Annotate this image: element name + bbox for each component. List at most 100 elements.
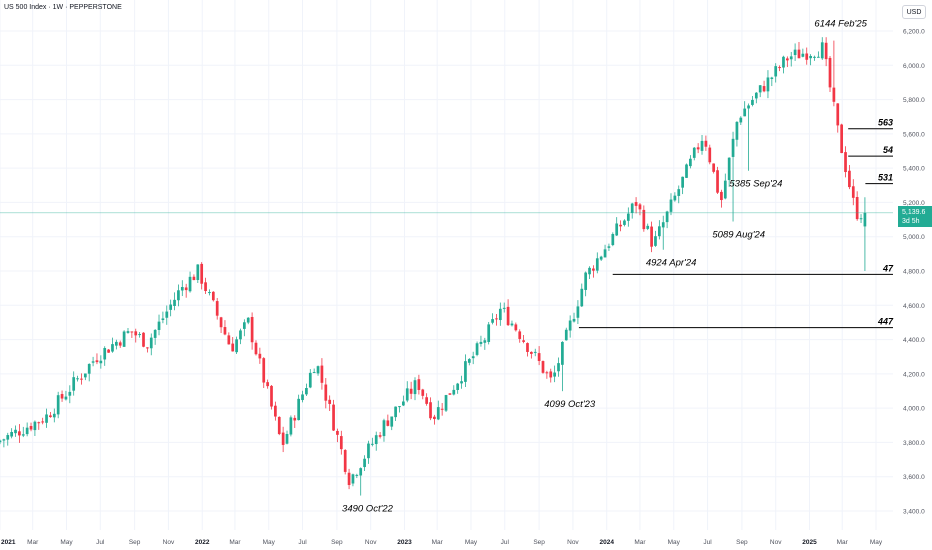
- candle-body: [239, 330, 242, 340]
- candle-body: [603, 249, 607, 258]
- candle-body: [747, 105, 750, 109]
- candle-body: [518, 331, 522, 339]
- x-tick-label: Nov: [770, 539, 782, 546]
- candle-body: [355, 474, 359, 476]
- countdown-timer: 3d 5h: [902, 218, 920, 225]
- x-tick-label: Nov: [365, 539, 377, 546]
- y-tick-label: 5,000.0: [903, 234, 925, 241]
- candle-body: [588, 267, 591, 275]
- y-tick-label: 5,200.0: [903, 200, 925, 207]
- candle-body: [526, 343, 529, 352]
- candle-body: [149, 337, 153, 349]
- candle-body: [514, 324, 518, 331]
- candle-body: [669, 199, 673, 212]
- level-label: 47: [882, 263, 894, 273]
- candle-body: [14, 429, 17, 434]
- candle-body: [370, 443, 374, 445]
- candle-body: [456, 383, 460, 390]
- candle-body: [332, 404, 335, 431]
- candle-body: [45, 414, 48, 423]
- candle-body: [169, 304, 173, 310]
- candle-body: [192, 276, 196, 281]
- x-tick-label: May: [465, 539, 478, 546]
- candle-body: [634, 202, 638, 206]
- candle-body: [743, 108, 747, 117]
- candle-body: [118, 342, 122, 346]
- currency-selector[interactable]: USD: [902, 5, 926, 19]
- candle-body: [727, 157, 731, 181]
- candle-body: [813, 56, 816, 58]
- candle-body: [320, 365, 324, 383]
- candle-body: [580, 288, 584, 307]
- candle-body: [235, 339, 238, 353]
- candle-body: [630, 203, 634, 213]
- candle-body: [138, 334, 141, 336]
- candle-body: [762, 86, 766, 92]
- candle-body: [250, 316, 254, 343]
- candle-body: [114, 341, 118, 346]
- candle-body: [270, 385, 273, 407]
- x-tick-label: May: [60, 539, 73, 546]
- candle-body: [642, 209, 646, 230]
- candle-body: [452, 389, 456, 395]
- candle-body: [700, 140, 704, 151]
- candle-body: [312, 372, 316, 374]
- candle-body: [390, 416, 394, 427]
- candle-body: [72, 377, 76, 391]
- price-annotation: 4099 Oct'23: [544, 399, 596, 410]
- candle-body: [708, 147, 712, 163]
- candle-body: [467, 359, 471, 363]
- candle-body: [246, 317, 250, 323]
- candle-body: [184, 287, 188, 291]
- x-tick-label: Jul: [501, 539, 510, 546]
- candle-body: [824, 42, 828, 60]
- candle-body: [293, 417, 297, 421]
- candle-body: [301, 394, 304, 401]
- candle-body: [258, 353, 262, 359]
- candle-body: [751, 99, 754, 105]
- candle-body: [483, 340, 487, 343]
- candle-body: [785, 58, 789, 61]
- candle-body: [204, 282, 207, 291]
- candle-body: [29, 426, 33, 430]
- x-tick-label: Jul: [298, 539, 307, 546]
- candle-body: [378, 435, 382, 437]
- candle-body: [782, 56, 785, 68]
- candle-body: [657, 226, 661, 237]
- candle-body: [615, 223, 619, 236]
- candle-body: [712, 163, 716, 172]
- candle-body: [735, 121, 739, 140]
- candle-body: [41, 421, 45, 423]
- candle-body: [37, 422, 41, 424]
- x-tick-label: Mar: [27, 539, 39, 546]
- last-price-badge: 5,139.6 3d 5h: [898, 206, 932, 227]
- candle-body: [363, 458, 366, 468]
- candle-body: [801, 53, 805, 57]
- candle-body: [770, 77, 774, 79]
- x-tick-label: Sep: [331, 539, 343, 546]
- candle-body: [836, 103, 840, 126]
- candle-body: [859, 218, 863, 220]
- x-tick-label: Jul: [703, 539, 712, 546]
- candle-body: [87, 363, 91, 374]
- candle-body: [863, 212, 867, 227]
- candle-body: [188, 276, 192, 292]
- candle-body: [402, 401, 405, 406]
- candle-body: [351, 474, 355, 484]
- candle-body: [130, 331, 134, 333]
- candle-body: [696, 147, 700, 150]
- candle-body: [417, 379, 421, 390]
- candle-body: [33, 421, 37, 431]
- candle-body: [716, 170, 719, 193]
- x-tick-label: Nov: [567, 539, 579, 546]
- candle-body: [832, 87, 836, 102]
- x-tick-label: Mar: [432, 539, 444, 546]
- y-tick-label: 3,400.0: [903, 509, 925, 516]
- candle-body: [619, 224, 622, 227]
- candle-body: [200, 263, 204, 284]
- candle-body: [436, 407, 440, 420]
- candle-body: [52, 413, 56, 418]
- candle-body: [95, 360, 99, 363]
